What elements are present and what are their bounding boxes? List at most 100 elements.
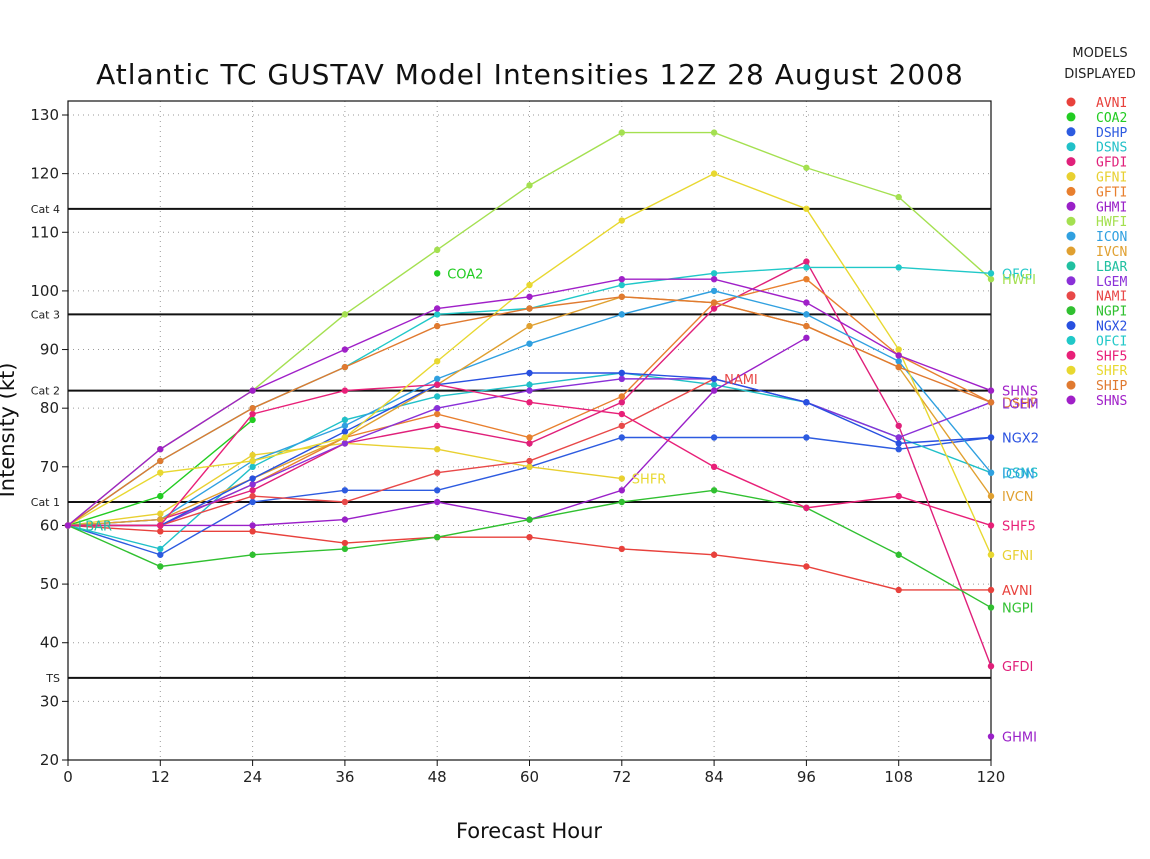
legend-label-lgem: LGEM bbox=[1096, 275, 1127, 290]
point-ghmi-84 bbox=[710, 387, 718, 394]
point-lgem-48 bbox=[434, 404, 441, 412]
legend-label-icon: ICON bbox=[1096, 230, 1127, 245]
legend-label-ivcn: IVCN bbox=[1096, 245, 1127, 260]
point-gfti-72 bbox=[618, 393, 625, 400]
point-gfti-60 bbox=[526, 434, 533, 441]
threshold-label-cat-3: Cat 3 bbox=[31, 308, 60, 321]
point-avni-84 bbox=[710, 551, 718, 558]
point-shns-36 bbox=[341, 346, 349, 353]
legend-marker-ivcn bbox=[1066, 246, 1076, 256]
y-tick-label-30: 30 bbox=[40, 692, 59, 710]
point-ngx2-60 bbox=[526, 369, 533, 377]
point-ngpi-24 bbox=[249, 551, 256, 558]
legend-label-dshp: DSHP bbox=[1096, 126, 1127, 141]
end-label-icon: ICON bbox=[1002, 468, 1035, 483]
series-ngpi bbox=[64, 487, 995, 611]
legend-label-gfni: GFNI bbox=[1096, 171, 1127, 186]
legend-item-dsns: DSNS bbox=[1066, 141, 1127, 156]
point-icon-72 bbox=[618, 311, 625, 318]
x-tick-label-96: 96 bbox=[797, 768, 816, 786]
point-gfdi-108 bbox=[895, 422, 902, 429]
legend-item-ghmi: GHMI bbox=[1066, 200, 1127, 215]
point-ngpi-84 bbox=[710, 487, 718, 494]
x-tick-label-0: 0 bbox=[63, 768, 73, 786]
point-shfr-60 bbox=[526, 281, 533, 289]
point-ngpi-48 bbox=[434, 533, 441, 541]
point-ofci-48 bbox=[434, 311, 441, 318]
point-ngx2-84 bbox=[710, 375, 718, 383]
legend-marker-gfti bbox=[1066, 186, 1076, 196]
point-dsns-60 bbox=[526, 381, 533, 388]
point-gfdi-120 bbox=[987, 662, 995, 670]
point-avni-72 bbox=[618, 545, 625, 553]
end-label-shns: SHNS bbox=[1002, 385, 1038, 400]
point-ship-12 bbox=[157, 457, 164, 465]
point-ghmi-36 bbox=[341, 516, 349, 523]
end-label-gfdi: GFDI bbox=[1002, 660, 1033, 675]
legend-label-gfdi: GFDI bbox=[1096, 156, 1127, 171]
legend-title-line-2: DISPLAYED bbox=[1064, 67, 1136, 82]
point-lgem-72 bbox=[618, 375, 625, 383]
point-lgem-60 bbox=[526, 387, 533, 394]
end-label-ivcn: IVCN bbox=[1002, 490, 1034, 505]
legend-label-coa2: COA2 bbox=[1096, 111, 1127, 126]
point-shf5-84 bbox=[710, 463, 718, 471]
x-tick-label-84: 84 bbox=[705, 768, 724, 786]
point-ofci-72 bbox=[618, 281, 625, 289]
x-tick-label-72: 72 bbox=[612, 768, 631, 786]
point-shfr-24 bbox=[249, 457, 256, 465]
point-icon-120 bbox=[987, 469, 995, 476]
point-icon-36 bbox=[341, 422, 349, 429]
legend-label-ship: SHIP bbox=[1096, 379, 1127, 394]
point-nami-24 bbox=[249, 492, 256, 500]
point-icon-108 bbox=[895, 358, 902, 365]
point-ship-60 bbox=[526, 305, 533, 312]
annotation-shfr: SHFR bbox=[632, 473, 667, 488]
point-shf5-60 bbox=[526, 399, 533, 406]
legend-label-dsns: DSNS bbox=[1096, 141, 1127, 156]
point-hwfi-72 bbox=[618, 129, 625, 136]
point-coa2-48 bbox=[434, 270, 441, 277]
point-icon-84 bbox=[710, 287, 718, 295]
point-dshp-108 bbox=[895, 446, 902, 453]
point-shf5-24 bbox=[249, 410, 256, 418]
point-dsns-24 bbox=[249, 463, 256, 471]
y-tick-label-50: 50 bbox=[40, 575, 59, 593]
legend-marker-shfr bbox=[1066, 365, 1076, 375]
legend-item-gfti: GFTI bbox=[1066, 185, 1127, 200]
point-ngx2-96 bbox=[803, 399, 810, 406]
point-gfdi-24 bbox=[249, 487, 256, 494]
point-gfni-48 bbox=[434, 446, 441, 453]
y-tick-label-40: 40 bbox=[40, 634, 59, 652]
point-ofci-96 bbox=[803, 264, 810, 271]
legend-title-line-1: MODELS bbox=[1072, 46, 1127, 61]
legend-marker-lgem bbox=[1066, 276, 1076, 286]
series-shf5 bbox=[64, 381, 995, 529]
x-tick-label-108: 108 bbox=[884, 768, 913, 786]
point-nami-72 bbox=[618, 422, 625, 429]
y-axis-label: Intensity (kt) bbox=[0, 363, 19, 498]
legend-marker-coa2 bbox=[1066, 112, 1076, 122]
point-ship-120 bbox=[987, 399, 995, 406]
point-shns-120 bbox=[987, 387, 995, 394]
point-gfdi-72 bbox=[618, 399, 625, 406]
legend-item-avni: AVNI bbox=[1066, 96, 1127, 111]
point-gfdi-96 bbox=[803, 258, 810, 265]
point-hwfi-108 bbox=[895, 193, 902, 201]
legend-marker-gfdi bbox=[1066, 157, 1076, 167]
legend-label-nami: NAMI bbox=[1096, 290, 1127, 305]
legend-item-shf5: SHF5 bbox=[1066, 349, 1127, 364]
legend-label-ofci: OFCI bbox=[1096, 334, 1127, 349]
point-dshp-96 bbox=[803, 434, 810, 441]
point-gfdi-84 bbox=[710, 305, 718, 312]
legend-item-dshp: DSHP bbox=[1066, 126, 1127, 141]
threshold-label-ts: TS bbox=[45, 672, 60, 685]
point-lgem-108 bbox=[895, 434, 902, 441]
point-gfni-72 bbox=[618, 475, 625, 482]
point-icon-60 bbox=[526, 340, 533, 347]
end-label-ofci: OFCI bbox=[1002, 267, 1033, 282]
legend-item-gfdi: GFDI bbox=[1066, 156, 1127, 171]
category-thresholds: TS Cat 1 Cat 2 Cat 3 Cat 4 bbox=[31, 203, 991, 685]
